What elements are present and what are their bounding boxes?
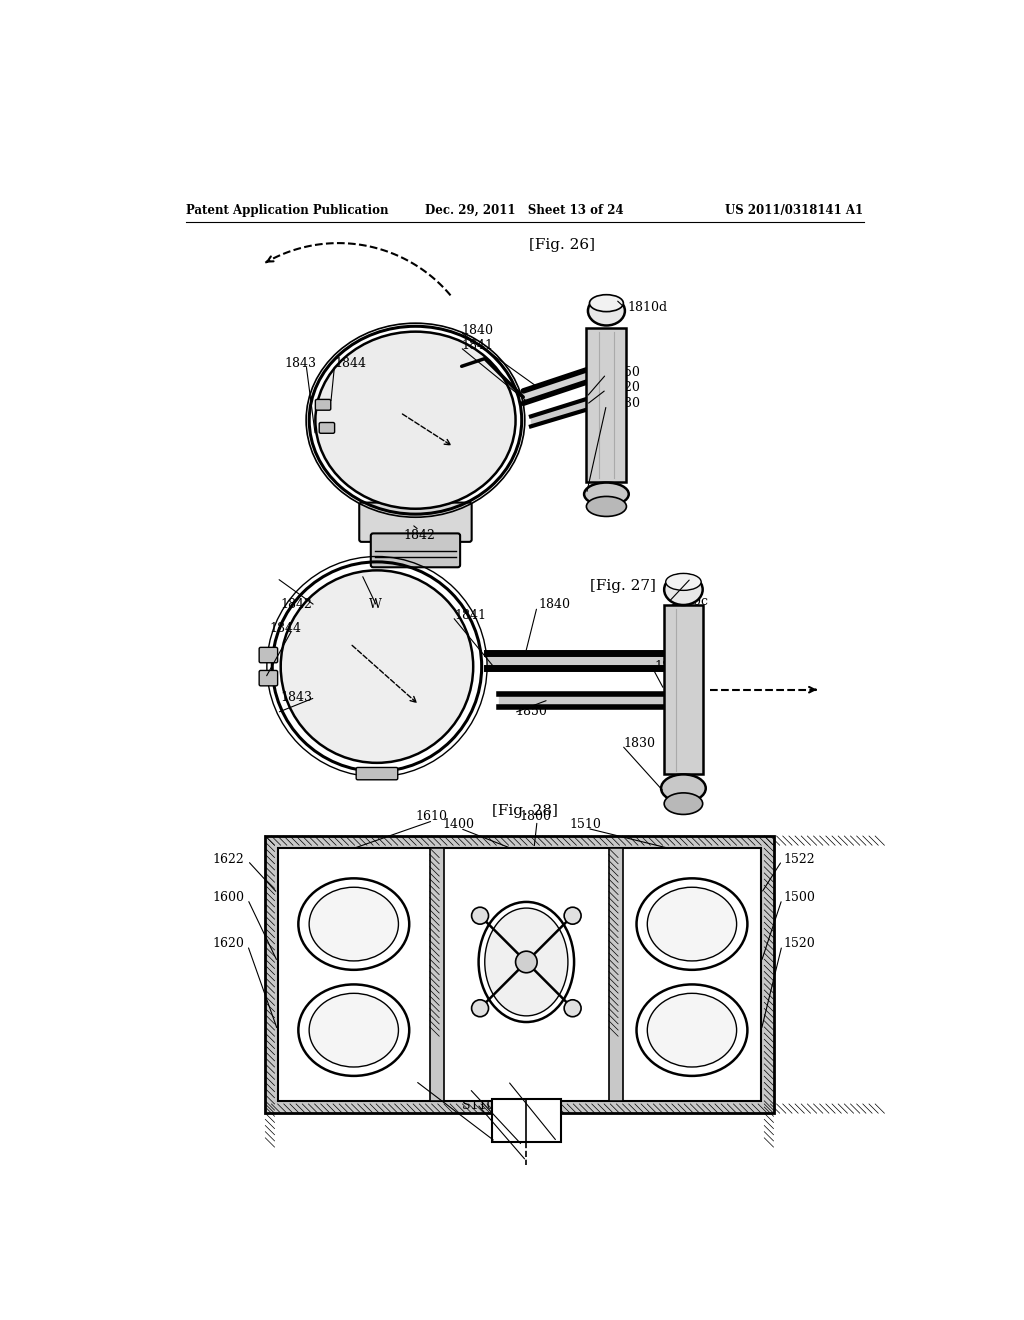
Ellipse shape: [309, 994, 398, 1067]
Bar: [278, 849, 761, 1101]
Text: 1843: 1843: [285, 358, 316, 371]
Text: 1842: 1842: [403, 529, 435, 543]
Text: 1830: 1830: [624, 737, 655, 750]
Text: 1402: 1402: [377, 1076, 409, 1089]
Circle shape: [564, 907, 581, 924]
Text: 1500: 1500: [783, 891, 815, 904]
Text: 1850: 1850: [515, 705, 548, 718]
FancyBboxPatch shape: [259, 647, 278, 663]
Text: 1600: 1600: [213, 891, 245, 904]
Text: 1400: 1400: [442, 818, 474, 832]
Ellipse shape: [309, 887, 398, 961]
Ellipse shape: [587, 496, 627, 516]
Ellipse shape: [478, 902, 574, 1022]
Text: S110: S110: [462, 1100, 495, 1111]
Text: 1800: 1800: [519, 810, 551, 824]
Text: 1522: 1522: [783, 853, 815, 866]
Text: 1840: 1840: [539, 598, 570, 611]
Text: Patent Application Publication: Patent Application Publication: [186, 205, 388, 218]
Ellipse shape: [588, 296, 625, 326]
Text: 1830: 1830: [608, 397, 640, 409]
Text: 1841: 1841: [462, 339, 494, 352]
Text: 1510: 1510: [569, 818, 601, 832]
FancyBboxPatch shape: [319, 422, 335, 433]
Ellipse shape: [647, 994, 736, 1067]
Ellipse shape: [637, 878, 748, 970]
Text: 1520: 1520: [783, 937, 815, 950]
Bar: [587, 327, 627, 482]
Text: W: W: [370, 598, 382, 611]
Text: [Fig. 28]: [Fig. 28]: [492, 804, 558, 818]
FancyBboxPatch shape: [371, 533, 460, 568]
Ellipse shape: [637, 985, 748, 1076]
Bar: [265, 836, 773, 1113]
Text: 1622: 1622: [213, 853, 245, 866]
Ellipse shape: [298, 985, 410, 1076]
Text: [Fig. 27]: [Fig. 27]: [591, 578, 656, 593]
Ellipse shape: [484, 908, 568, 1016]
FancyBboxPatch shape: [315, 400, 331, 411]
Bar: [492, 1100, 561, 1142]
Text: 1810d: 1810d: [628, 301, 668, 314]
Ellipse shape: [666, 573, 701, 590]
Text: 1810c: 1810c: [670, 594, 709, 607]
Ellipse shape: [665, 793, 702, 814]
Text: 1620: 1620: [213, 937, 245, 950]
Circle shape: [472, 999, 488, 1016]
Text: 1610: 1610: [416, 810, 447, 824]
Text: 1843: 1843: [281, 690, 312, 704]
Text: 1842: 1842: [281, 598, 312, 611]
Ellipse shape: [665, 574, 702, 605]
Text: 1844: 1844: [269, 622, 301, 635]
Circle shape: [472, 907, 488, 924]
Ellipse shape: [590, 294, 624, 312]
Text: 1820: 1820: [608, 381, 640, 395]
Ellipse shape: [584, 483, 629, 506]
Text: 1410: 1410: [454, 1084, 486, 1097]
Circle shape: [281, 570, 473, 763]
Bar: [609, 849, 623, 1101]
FancyBboxPatch shape: [359, 503, 472, 543]
Ellipse shape: [647, 887, 736, 961]
Text: 1841: 1841: [454, 609, 486, 622]
Circle shape: [515, 952, 538, 973]
Circle shape: [564, 999, 581, 1016]
Ellipse shape: [315, 331, 515, 508]
Ellipse shape: [662, 775, 706, 803]
Text: 1420: 1420: [508, 1076, 540, 1089]
Bar: [430, 849, 443, 1101]
FancyBboxPatch shape: [259, 671, 278, 686]
Ellipse shape: [298, 878, 410, 970]
Text: Dec. 29, 2011   Sheet 13 of 24: Dec. 29, 2011 Sheet 13 of 24: [426, 205, 624, 218]
Bar: [665, 605, 702, 775]
Text: 1850: 1850: [608, 366, 640, 379]
Text: US 2011/0318141 A1: US 2011/0318141 A1: [725, 205, 863, 218]
Text: 1844: 1844: [335, 358, 367, 371]
Text: 1840: 1840: [462, 323, 494, 337]
Text: [Fig. 26]: [Fig. 26]: [528, 238, 595, 252]
FancyBboxPatch shape: [356, 767, 397, 780]
Text: 1820: 1820: [654, 660, 686, 673]
